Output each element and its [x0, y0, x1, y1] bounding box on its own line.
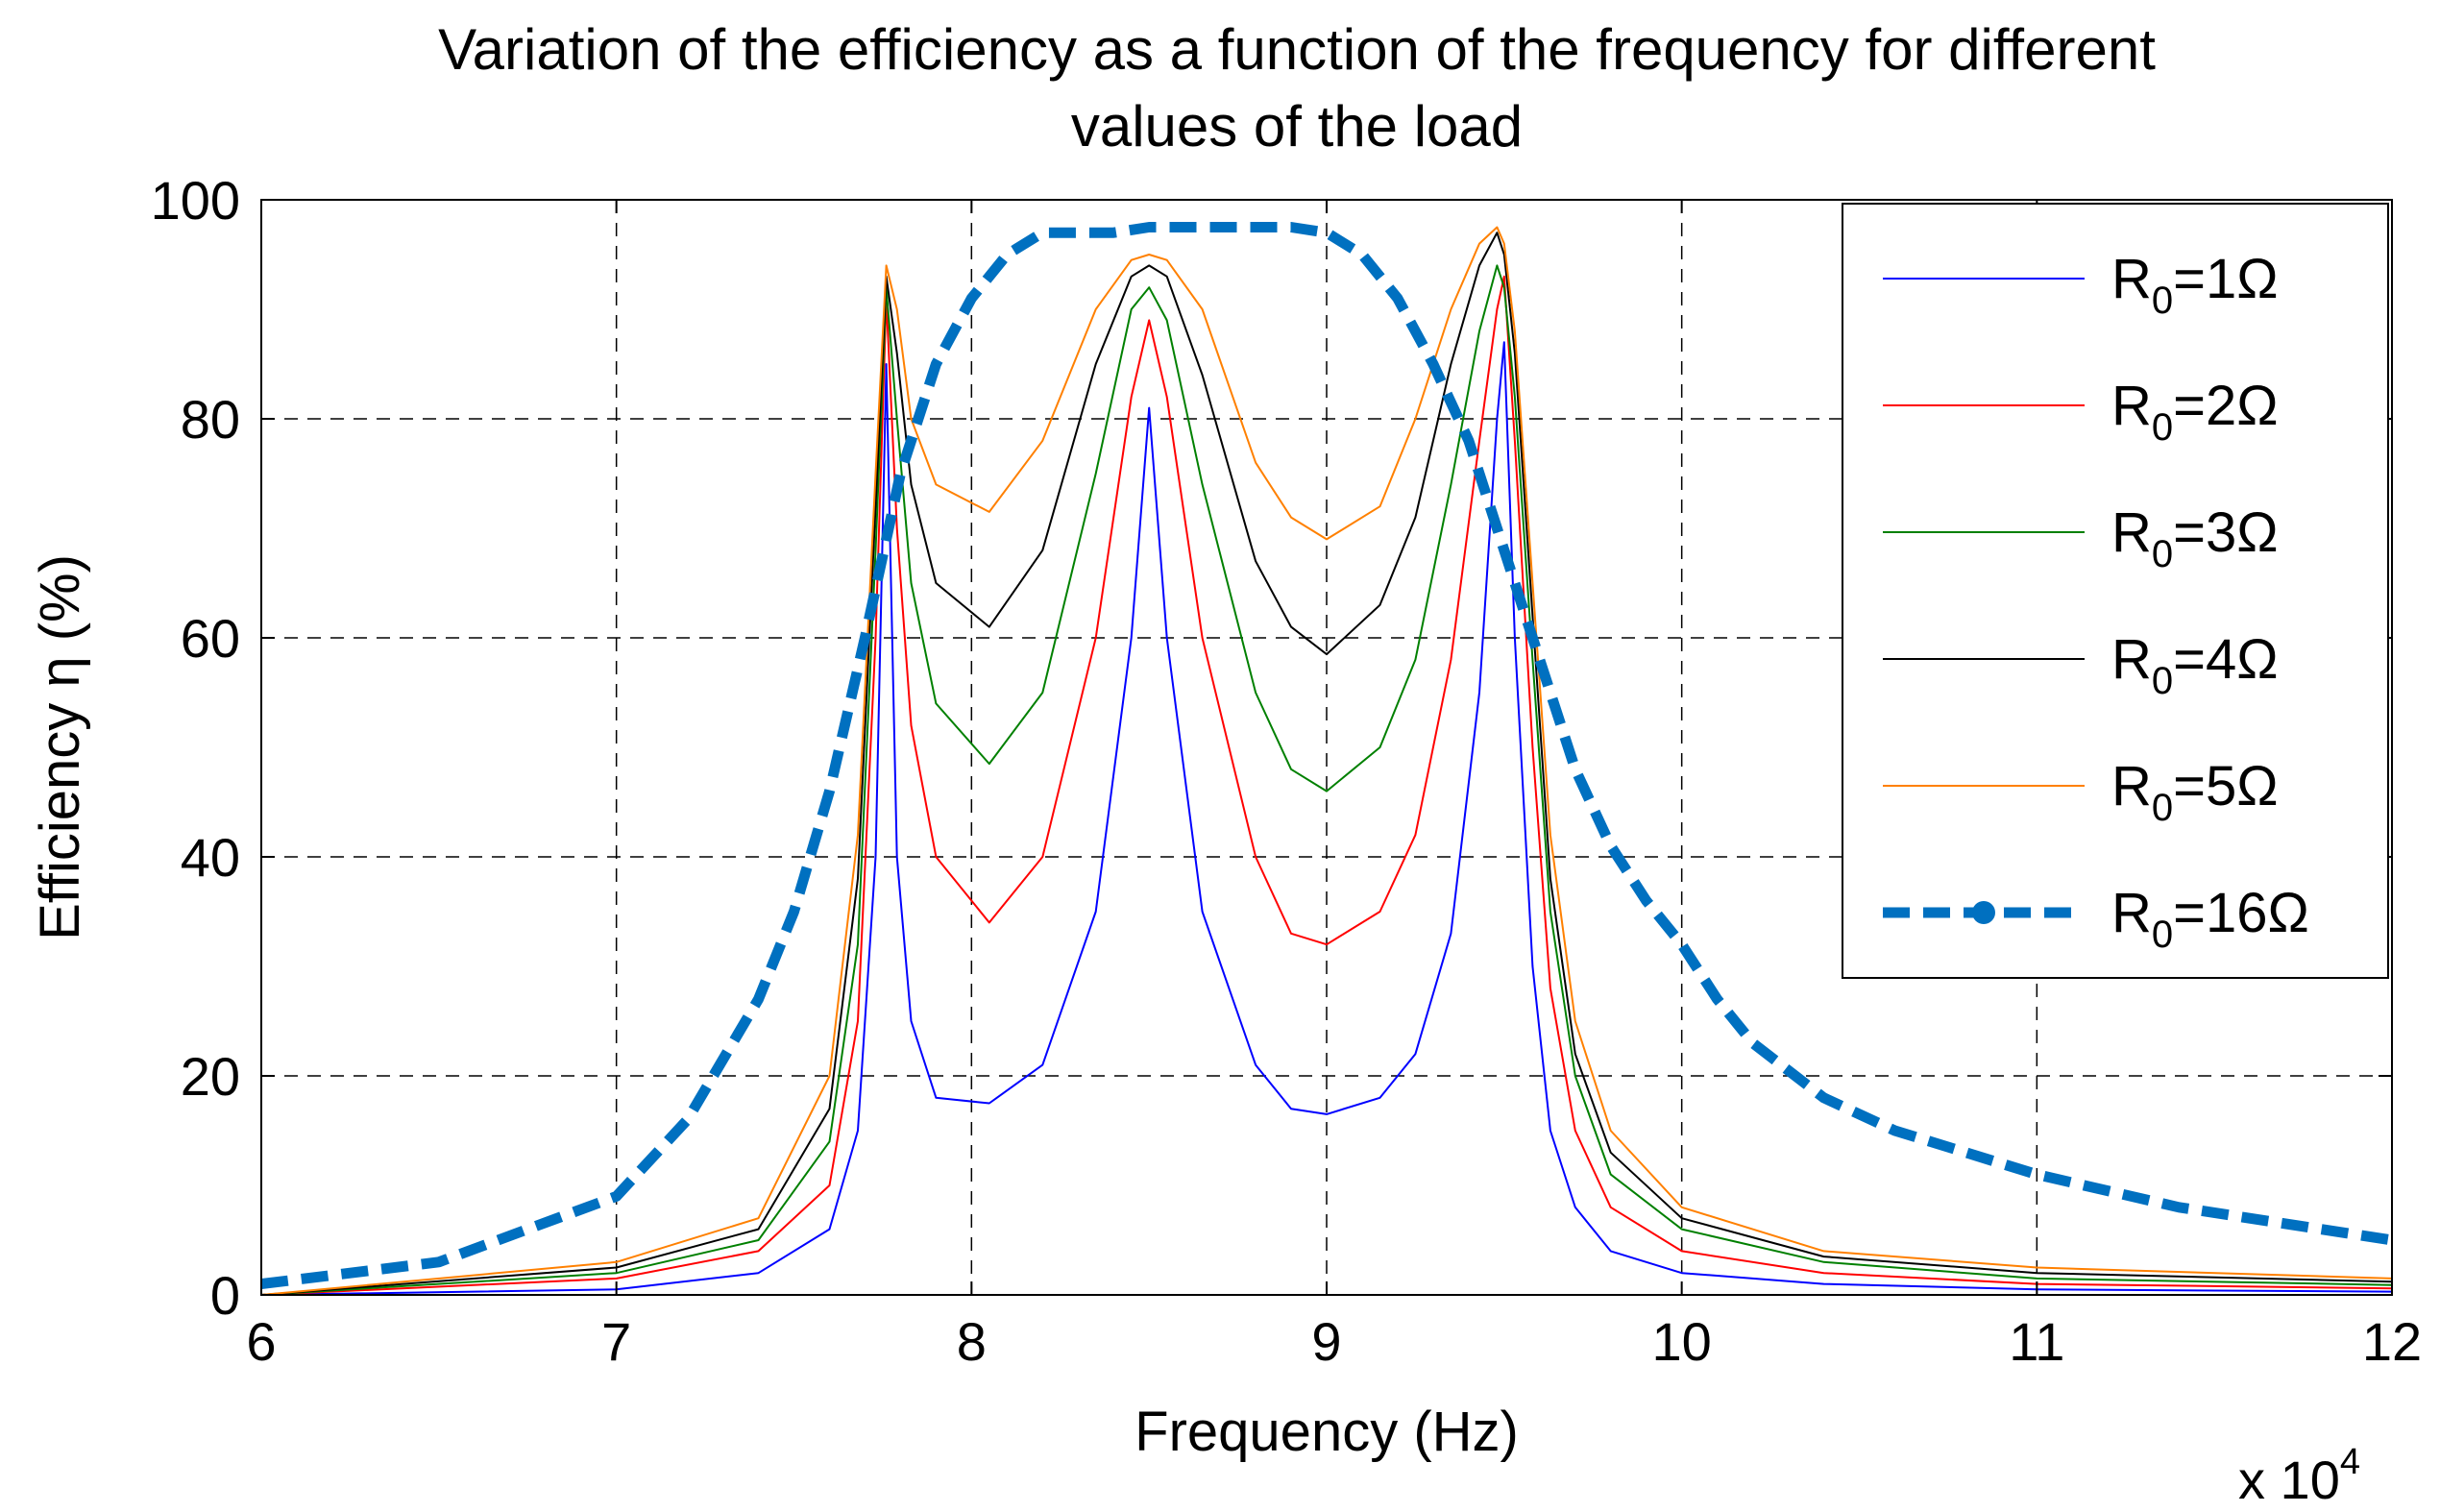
legend-label-sub-0: 0	[2152, 280, 2173, 322]
legend-label-rest-0: =1Ω	[2173, 248, 2279, 310]
x-multiplier-base: x 10	[2238, 1450, 2340, 1510]
legend-label-sub-4: 0	[2152, 787, 2173, 829]
legend-label-rest-1: =2Ω	[2173, 375, 2279, 437]
x-tick-label-3: 9	[1311, 1311, 1341, 1372]
legend-label-3: R0=4Ω	[2111, 628, 2279, 702]
y-axis-label: Efficiency η (%)	[29, 554, 91, 940]
x-tick-label-0: 6	[246, 1311, 276, 1372]
legend-box	[1842, 203, 2389, 979]
legend-label-main-2: R	[2111, 501, 2152, 564]
x-tick-label-1: 7	[601, 1311, 631, 1372]
y-tick-label-2: 40	[181, 827, 240, 888]
legend-label-sub-5: 0	[2152, 914, 2173, 956]
legend-label-sub-1: 0	[2152, 406, 2173, 449]
legend-label-main-4: R	[2111, 755, 2152, 817]
legend-label-rest-5: =16Ω	[2173, 882, 2309, 944]
y-tick-label-0: 0	[210, 1265, 240, 1326]
y-tick-label-4: 80	[181, 389, 240, 450]
legend-marker-5	[1972, 901, 1995, 924]
legend-label-1: R0=2Ω	[2111, 375, 2279, 449]
axis-ticks: 6 7 8 9 10 11 12 0 20 40 60 80 100	[151, 170, 2423, 1372]
legend-label-sub-2: 0	[2152, 533, 2173, 575]
legend-label-rest-3: =4Ω	[2173, 628, 2279, 691]
x-tick-label-2: 8	[957, 1311, 987, 1372]
legend-label-main-1: R	[2111, 375, 2152, 437]
series-line-4	[261, 226, 2392, 1295]
x-tick-label-6: 12	[2362, 1311, 2422, 1372]
y-tick-label-3: 60	[181, 608, 240, 669]
legend-label-rest-4: =5Ω	[2173, 755, 2279, 817]
series-line-2	[261, 264, 2392, 1295]
y-tick-label-1: 20	[181, 1046, 240, 1107]
legend-label-sub-3: 0	[2152, 660, 2173, 702]
legend-label-rest-2: =3Ω	[2173, 501, 2279, 564]
legend-label-2: R0=3Ω	[2111, 501, 2279, 575]
chart-title-line-2: values of the load	[1071, 94, 1523, 159]
x-multiplier-label: x 104	[2238, 1442, 2360, 1510]
series-line-5	[261, 222, 2392, 1290]
chart-title-line-1: Variation of the efficiency as a functio…	[438, 17, 2156, 82]
series-line-0	[261, 341, 2392, 1295]
legend-label-main-0: R	[2111, 248, 2152, 310]
y-tick-label-5: 100	[151, 170, 240, 231]
legend-label-main-5: R	[2111, 882, 2152, 944]
x-tick-label-5: 11	[2009, 1311, 2064, 1372]
x-axis-label: Frequency (Hz)	[1135, 1401, 1519, 1463]
series-lines	[261, 222, 2392, 1295]
series-line-1	[261, 275, 2392, 1295]
legend-label-0: R0=1Ω	[2111, 248, 2279, 322]
x-tick-label-4: 10	[1652, 1311, 1712, 1372]
x-multiplier-exponent: 4	[2340, 1442, 2360, 1482]
legend-label-main-3: R	[2111, 628, 2152, 691]
legend-label-5: R0=16Ω	[2111, 882, 2309, 956]
legend-label-4: R0=5Ω	[2111, 755, 2279, 829]
